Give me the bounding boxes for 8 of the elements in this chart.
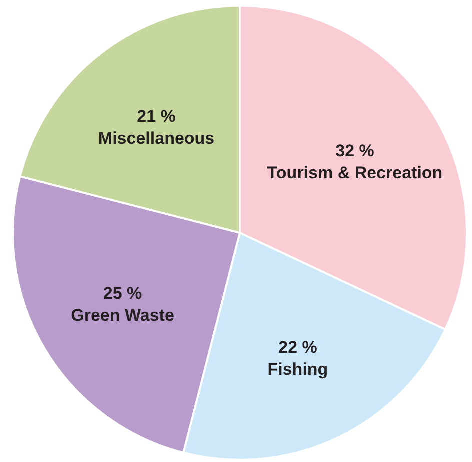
data-label: 25 % [103,284,142,303]
data-label: 32 % [336,142,374,161]
data-label: 22 % [278,338,318,357]
slice-label: Tourism & Recreation [267,164,443,183]
slice-label: Green Waste [71,306,174,326]
slice-label: Miscellaneous [98,129,215,148]
data-label: 21 % [137,106,176,126]
slice-label: Fishing [268,360,328,379]
